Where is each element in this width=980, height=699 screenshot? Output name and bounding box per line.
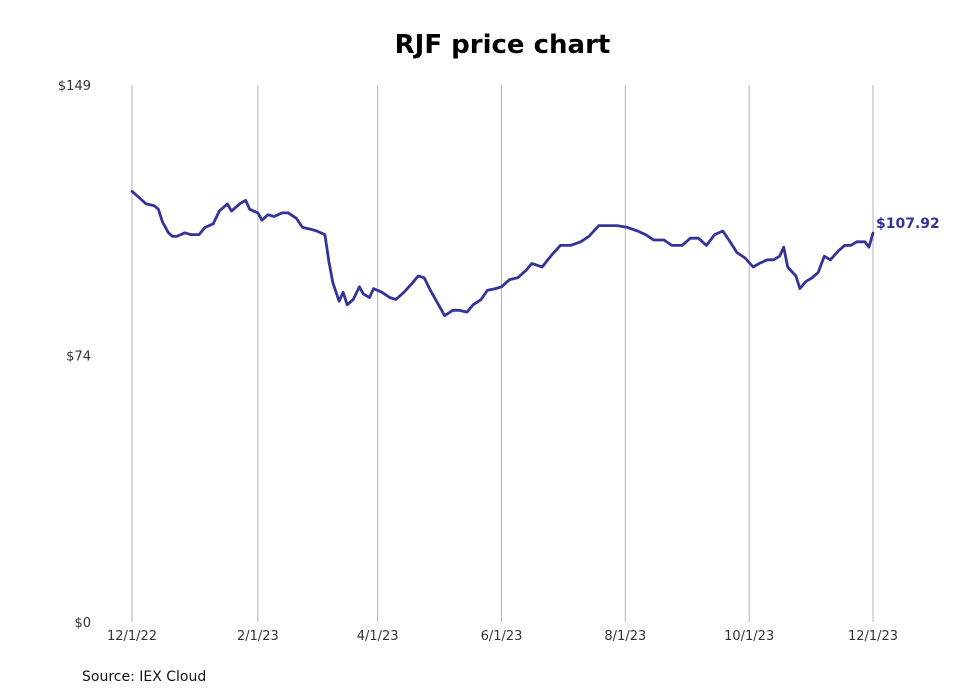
x-tick-label: 8/1/23 <box>604 629 646 644</box>
x-tick-label: 6/1/23 <box>481 629 523 644</box>
chart-title: RJF price chart <box>394 30 611 60</box>
x-tick-label: 2/1/23 <box>237 629 279 644</box>
y-tick-label: $149 <box>58 79 91 94</box>
x-tick-label: 12/1/23 <box>848 629 898 644</box>
x-tick-label: 10/1/23 <box>724 629 774 644</box>
grid-lines <box>131 85 874 622</box>
last-price-label: $107.92 <box>876 216 940 232</box>
y-tick-label: $74 <box>66 349 91 364</box>
price-series-line <box>130 189 875 318</box>
y-axis-labels: $0 $74 $149 <box>58 79 91 631</box>
y-tick-label: $0 <box>74 616 91 631</box>
source-note: Source: IEX Cloud <box>82 669 207 685</box>
x-tick-label: 12/1/22 <box>107 629 157 644</box>
x-axis-labels: 12/1/22 2/1/23 4/1/23 6/1/23 8/1/23 10/1/23 12… <box>107 629 898 644</box>
x-tick-label: 4/1/23 <box>357 629 399 644</box>
